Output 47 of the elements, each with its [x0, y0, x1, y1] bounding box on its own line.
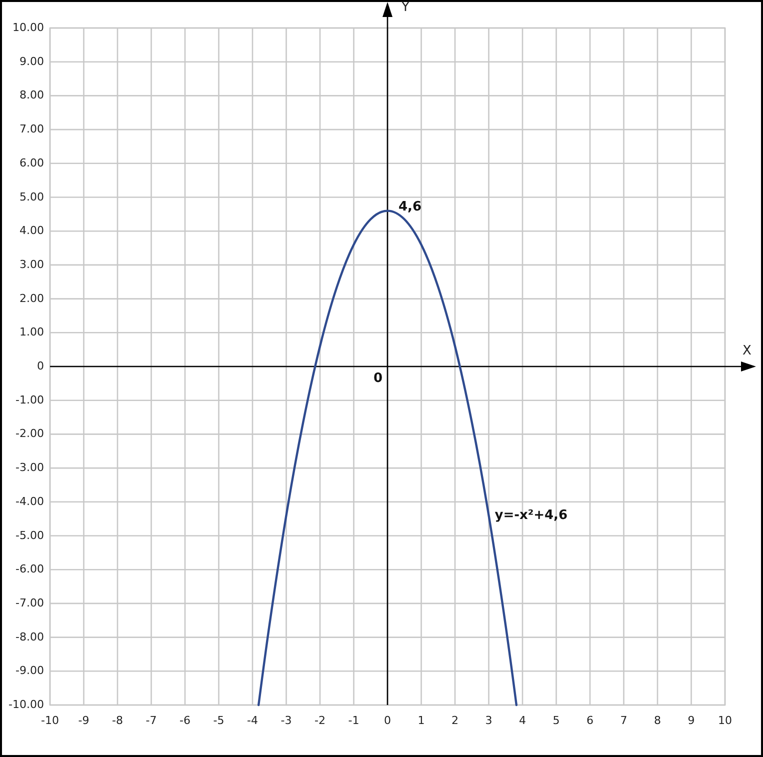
x-tick-label: -7: [146, 714, 157, 727]
series-label: y=-x²+4,6: [494, 508, 568, 524]
x-tick-label: 0: [384, 714, 391, 727]
x-tick-label: 1: [418, 714, 425, 727]
y-tick-label: 7.00: [20, 122, 44, 136]
x-tick-label: 8: [654, 714, 661, 727]
y-tick-label: 2.00: [20, 292, 44, 305]
x-tick-label: -6: [180, 714, 190, 727]
y-tick-label: -6.00: [16, 562, 44, 576]
y-tick-label: 0: [37, 360, 44, 373]
x-tick-label: -5: [213, 714, 224, 727]
y-tick-label: -8.00: [16, 630, 44, 644]
x-tick-label: -10: [41, 714, 59, 727]
annotation: 0: [373, 371, 382, 386]
x-axis-title: X: [742, 344, 752, 358]
x-tick-label: -8: [112, 714, 123, 727]
x-tick-label: -1: [348, 714, 360, 727]
y-tick-label: -7.00: [16, 596, 44, 610]
x-tick-label: 9: [688, 714, 695, 727]
x-tick-label: 2: [452, 714, 458, 727]
y-tick-label: 5.00: [20, 190, 44, 204]
y-tick-label: -3.00: [16, 461, 44, 474]
x-tick-label: 6: [586, 714, 594, 727]
x-tick-label: 3: [485, 714, 492, 727]
x-tick-label: 7: [620, 714, 628, 727]
x-tick-label: 10: [718, 714, 732, 727]
y-tick-label: -1.00: [16, 393, 44, 406]
x-tick-label: -4: [247, 714, 258, 727]
y-tick-label: 6.00: [20, 156, 44, 170]
y-tick-label: -9.00: [16, 664, 44, 678]
y-tick-label: -4.00: [16, 494, 44, 508]
x-tick-label: -9: [78, 714, 90, 727]
x-tick-label: 5: [552, 714, 560, 727]
x-tick-label: -3: [280, 714, 292, 727]
y-tick-label: 10.00: [12, 21, 44, 34]
y-tick-label: 4.00: [20, 224, 44, 238]
annotation: 4,6: [398, 199, 422, 214]
y-tick-label: 3.00: [20, 258, 44, 271]
x-tick-label: 4: [519, 714, 526, 727]
y-tick-label: -5.00: [16, 528, 44, 542]
y-axis-title: Y: [400, 0, 410, 15]
x-tick-label: -2: [314, 714, 326, 727]
y-tick-label: 1.00: [20, 326, 44, 339]
y-tick-label: -10.00: [8, 698, 44, 712]
y-tick-label: 9.00: [20, 54, 44, 68]
y-tick-label: -2.00: [16, 427, 44, 440]
y-tick-label: 8.00: [20, 88, 44, 102]
